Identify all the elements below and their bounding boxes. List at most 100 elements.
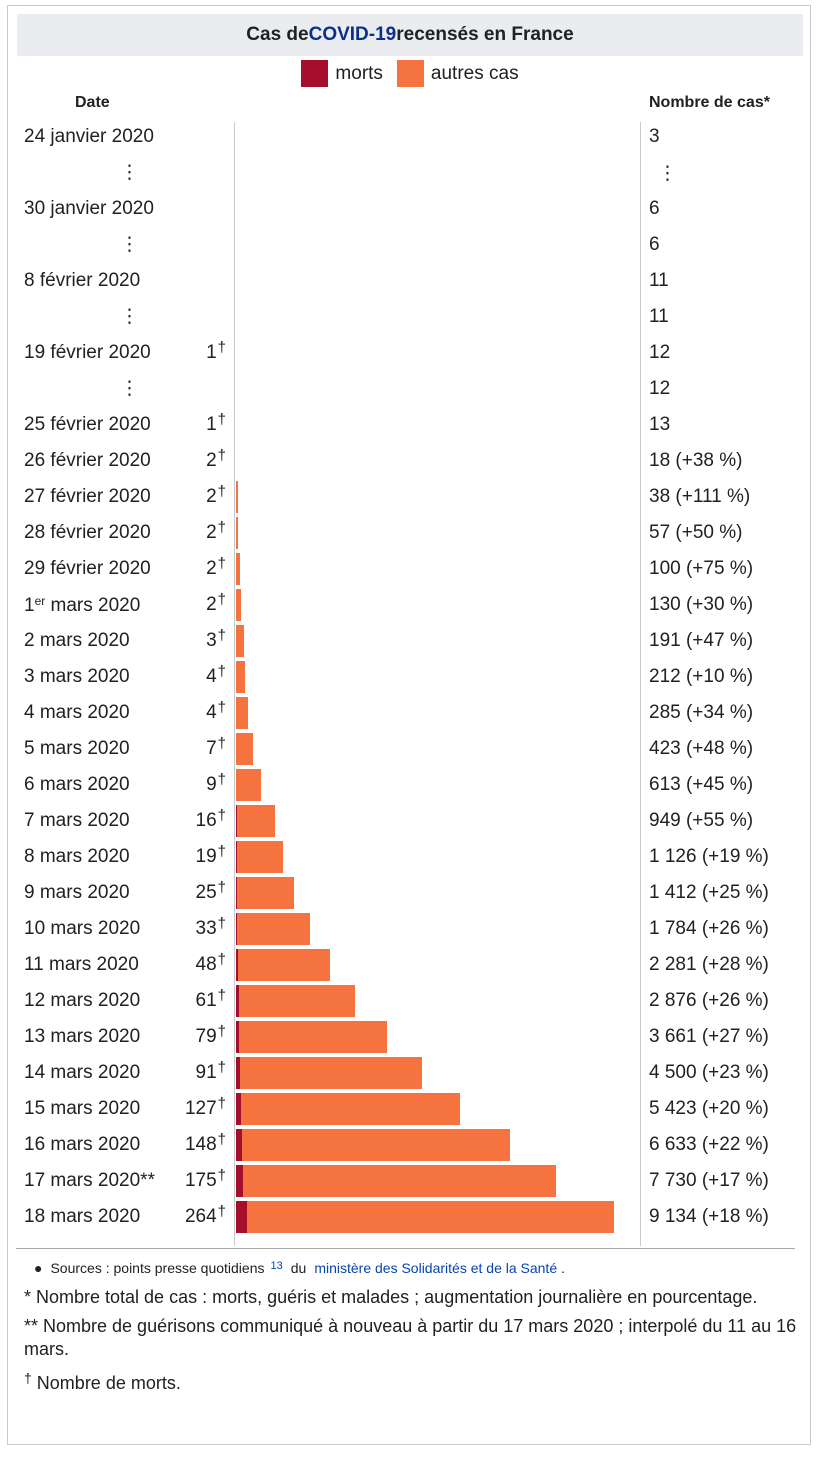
bar-segment-autres-cas (236, 625, 244, 657)
dagger-mark: † (24, 1370, 32, 1386)
row-date: 10 mars 2020 (24, 918, 141, 939)
row-bar (236, 805, 276, 837)
row-cases: 130 (+30 %) (649, 594, 754, 615)
row-cases: 1 412 (+25 %) (649, 882, 769, 903)
row-bar (236, 697, 248, 729)
row-date: 28 février 2020 (24, 522, 151, 543)
row-date: 13 mars 2020 (24, 1026, 141, 1047)
chart-row: 25 février 2020 1† 13 (8, 407, 812, 443)
row-cases: 6 (649, 198, 660, 219)
bar-segment-autres-cas (236, 733, 254, 765)
bar-segment-autres-cas (236, 553, 241, 585)
row-date: 29 février 2020 (24, 558, 151, 579)
row-cases: 285 (+34 %) (649, 702, 754, 723)
row-date: 4 mars 2020 (24, 702, 130, 723)
row-date: 14 mars 2020 (24, 1062, 141, 1083)
covid-link[interactable]: COVID-19 (308, 24, 397, 45)
row-cases: 2 281 (+28 %) (649, 954, 769, 975)
legend-item-autres-cas: autres cas (396, 60, 519, 87)
bar-segment-autres-cas (243, 1165, 556, 1197)
bar-segment-autres-cas (236, 841, 283, 873)
row-date: 11 mars 2020 (24, 954, 139, 975)
row-bar (236, 913, 310, 945)
chart-row: 27 février 2020 2† 38 (+111 %) (8, 479, 812, 515)
row-date: 8 mars 2020 (24, 846, 130, 867)
chart-row: 4 mars 2020 4† 285 (+34 %) (8, 695, 812, 731)
chart-row: 1er mars 2020 2† 130 (+30 %) (8, 587, 812, 623)
row-date: 5 mars 2020 (24, 738, 130, 759)
row-deaths: 2† (206, 483, 226, 507)
row-cases: 11 (649, 270, 669, 291)
row-deaths: 127† (184, 1095, 226, 1119)
bar-segment-morts (236, 1201, 247, 1233)
chart-row: 13 mars 2020 79† 3 661 (+27 %) (8, 1019, 812, 1055)
row-cases: 2 876 (+26 %) (649, 990, 769, 1011)
row-cases: 5 423 (+20 %) (649, 1098, 769, 1119)
chart-row: 14 mars 2020 91† 4 500 (+23 %) (8, 1055, 812, 1091)
bar-segment-autres-cas (237, 913, 310, 945)
chart-axis-left (234, 122, 235, 1246)
row-cases: 7 730 (+17 %) (649, 1170, 769, 1191)
bar-segment-autres-cas (236, 589, 242, 621)
row-cases: 12 (649, 378, 671, 399)
bar-segment-autres-cas (236, 769, 261, 801)
row-date: 17 mars 2020** (24, 1170, 155, 1191)
bar-segment-autres-cas (239, 1057, 423, 1089)
bar-segment-autres-cas (246, 1201, 614, 1233)
row-bar (236, 985, 355, 1017)
row-cases: ⋮ (658, 163, 677, 184)
row-deaths: 2† (206, 519, 226, 543)
chart-row: 8 mars 2020 19† 1 126 (+19 %) (8, 839, 812, 875)
row-cases: 212 (+10 %) (649, 666, 754, 687)
row-bar (236, 625, 244, 657)
row-cases: 18 (+38 %) (649, 450, 743, 471)
row-cases: 1 784 (+26 %) (649, 918, 769, 939)
chart-row: 18 mars 2020 264† 9 134 (+18 %) (8, 1199, 812, 1235)
chart-row: 9 mars 2020 25† 1 412 (+25 %) (8, 875, 812, 911)
row-deaths: 264† (184, 1203, 226, 1227)
row-date: 16 mars 2020 (24, 1134, 141, 1155)
row-deaths: 4† (206, 663, 226, 687)
row-date: 15 mars 2020 (24, 1098, 141, 1119)
legend-label-autres-cas: autres cas (430, 62, 519, 84)
reference-13[interactable]: 13 (270, 1260, 283, 1272)
row-cases: 949 (+55 %) (649, 810, 754, 831)
caption-suffix: recensés en France (396, 24, 574, 45)
chart-row: 19 février 2020 1† 12 (8, 335, 812, 371)
row-date: 24 janvier 2020 (24, 126, 154, 147)
sources-end: . (561, 1260, 566, 1276)
row-deaths: 2† (206, 447, 226, 471)
row-deaths: 1† (206, 339, 226, 363)
legend-swatch-autres-cas (396, 60, 424, 87)
chart-row: 8 février 2020 11 (8, 263, 812, 299)
chart-row: 7 mars 2020 16† 949 (+55 %) (8, 803, 812, 839)
chart-caption: Cas de COVID-19 recensés en France (17, 14, 803, 56)
bar-segment-morts (236, 877, 237, 909)
bar-segment-autres-cas (236, 517, 239, 549)
bar-segment-autres-cas (236, 661, 245, 693)
row-date: 26 février 2020 (24, 450, 151, 471)
ministry-link[interactable]: ministère des Solidarités et de la Santé (314, 1260, 558, 1276)
row-bar (236, 1093, 461, 1125)
row-date: 18 mars 2020 (24, 1206, 141, 1227)
chart-row: ⋮ 6 (8, 227, 812, 263)
row-bar (236, 1057, 423, 1089)
row-bar (236, 1201, 614, 1233)
row-cases: 3 661 (+27 %) (649, 1026, 769, 1047)
row-deaths: 33† (195, 915, 226, 939)
row-bar (236, 1021, 388, 1053)
row-ellipsis: ⋮ (120, 234, 139, 255)
row-deaths: 16† (195, 807, 226, 831)
chart-row: 3 mars 2020 4† 212 (+10 %) (8, 659, 812, 695)
bar-segment-morts (236, 1129, 243, 1161)
row-deaths: 25† (195, 879, 226, 903)
row-date: 3 mars 2020 (24, 666, 130, 687)
row-deaths: 7† (206, 735, 226, 759)
row-cases: 6 (649, 234, 660, 255)
bar-segment-morts (236, 1165, 244, 1197)
sources-prefix: Sources : points presse quotidiens (50, 1260, 265, 1276)
legend-item-morts: morts (301, 60, 383, 87)
bar-segment-autres-cas (236, 481, 238, 513)
chart-row: 26 février 2020 2† 18 (+38 %) (8, 443, 812, 479)
chart-row: ⋮ ⋮ (8, 155, 812, 191)
